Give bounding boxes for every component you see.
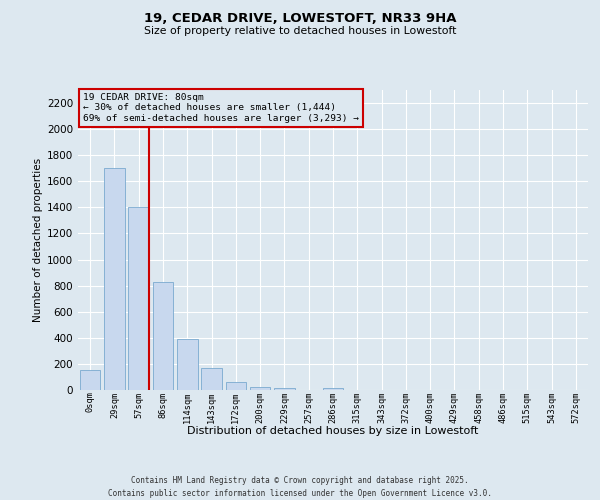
- Bar: [80, 370, 100, 390]
- X-axis label: Distribution of detached houses by size in Lowestoft: Distribution of detached houses by size …: [187, 426, 479, 436]
- Bar: [226, 382, 246, 390]
- Bar: [152, 282, 173, 390]
- Bar: [323, 388, 343, 390]
- Text: 19 CEDAR DRIVE: 80sqm
← 30% of detached houses are smaller (1,444)
69% of semi-d: 19 CEDAR DRIVE: 80sqm ← 30% of detached …: [83, 93, 359, 123]
- Bar: [250, 386, 271, 390]
- Text: Contains HM Land Registry data © Crown copyright and database right 2025.
Contai: Contains HM Land Registry data © Crown c…: [108, 476, 492, 498]
- Bar: [201, 368, 222, 390]
- Bar: [104, 168, 125, 390]
- Y-axis label: Number of detached properties: Number of detached properties: [33, 158, 43, 322]
- Text: Size of property relative to detached houses in Lowestoft: Size of property relative to detached ho…: [144, 26, 456, 36]
- Bar: [177, 339, 197, 390]
- Bar: [274, 388, 295, 390]
- Text: 19, CEDAR DRIVE, LOWESTOFT, NR33 9HA: 19, CEDAR DRIVE, LOWESTOFT, NR33 9HA: [144, 12, 456, 26]
- Bar: [128, 208, 149, 390]
